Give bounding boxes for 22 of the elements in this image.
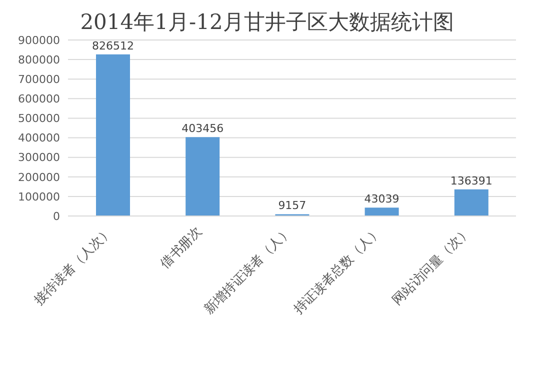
bar [96,54,130,216]
data-label: 9157 [278,199,306,212]
bar [454,189,488,216]
data-label: 826512 [92,39,134,52]
data-label: 136391 [450,174,492,188]
y-tick-label: 100000 [18,190,60,204]
y-tick-label: 300000 [18,151,60,164]
bar [364,208,399,216]
y-tick-label: 600000 [18,92,60,106]
y-tick-label: 400000 [18,132,60,145]
bar [186,137,220,216]
y-tick-label: 700000 [18,73,60,86]
data-label: 43039 [364,192,400,206]
chart-title: 2014年1月-12月甘井子区大数据统计图 [80,10,454,34]
y-tick-label: 800000 [18,53,60,66]
y-tick-label: 0 [53,210,60,223]
x-tick-label: 网站访问量（次） [389,224,474,308]
y-tick-label: 500000 [18,112,60,126]
data-label: 403456 [182,122,224,136]
y-tick-label: 900000 [18,34,60,47]
y-tick-label: 200000 [18,170,60,184]
x-tick-label: 接待读者（人次） [31,224,116,308]
